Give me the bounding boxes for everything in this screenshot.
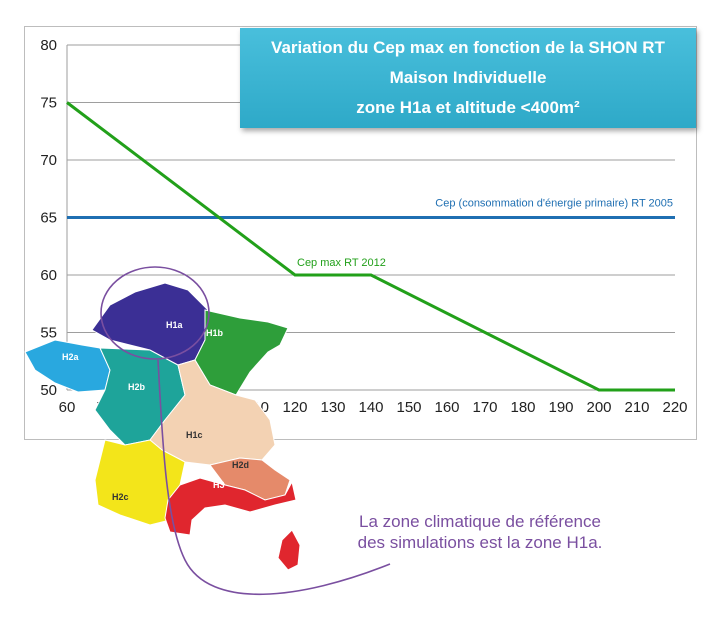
- y-tick-label: 60: [40, 267, 57, 284]
- series-label-cep-rt2005: Cep (consommation d'énergie primaire) RT…: [435, 198, 673, 210]
- x-tick-label: 160: [434, 399, 459, 416]
- title-line-3: zone H1a et altitude <400m²: [356, 98, 580, 117]
- x-tick-label: 120: [282, 399, 307, 416]
- zone-h2a: [24, 339, 111, 393]
- x-tick-label: 200: [586, 399, 611, 416]
- map-label-h1a: H1a: [166, 320, 184, 330]
- zone-h3: [164, 477, 301, 571]
- map-label-h2d: H2d: [232, 460, 249, 470]
- y-tick-label: 80: [40, 37, 57, 54]
- x-tick-label: 150: [396, 399, 421, 416]
- title-line-2: Maison Individuelle: [389, 68, 547, 87]
- y-tick-label: 50: [40, 382, 57, 399]
- chart-plot: 5055606570758060708090100110120130140150…: [40, 37, 687, 416]
- map-label-h1b: H1b: [206, 328, 224, 338]
- series-label-cep-max-rt2012: Cep max RT 2012: [297, 257, 386, 269]
- x-tick-label: 130: [320, 399, 345, 416]
- y-tick-label: 55: [40, 325, 57, 342]
- y-tick-label: 70: [40, 152, 57, 169]
- x-tick-label: 170: [472, 399, 497, 416]
- x-tick-label: 180: [510, 399, 535, 416]
- title-line-1: Variation du Cep max en fonction de la S…: [271, 38, 665, 57]
- map-label-h1c: H1c: [186, 430, 203, 440]
- y-tick-label: 75: [40, 95, 57, 112]
- x-tick-label: 210: [624, 399, 649, 416]
- x-tick-label: 140: [358, 399, 383, 416]
- map-label-h3: H3: [213, 480, 225, 490]
- x-tick-label: 220: [662, 399, 687, 416]
- y-tick-label: 65: [40, 210, 57, 227]
- caption-line-1: La zone climatique de référence: [359, 512, 601, 531]
- series-line-cep-max-rt2012: [66, 101, 675, 392]
- map-label-h2b: H2b: [128, 382, 146, 392]
- chart-title-box: Variation du Cep max en fonction de la S…: [240, 28, 696, 128]
- x-tick-label: 60: [59, 399, 76, 416]
- zone-h1b: [194, 309, 289, 396]
- zone-h1a-highlight-circle: [100, 266, 210, 360]
- caption-line-2: des simulations est la zone H1a.: [357, 533, 603, 552]
- connector-curve: [157, 359, 391, 596]
- map-label-h2c: H2c: [112, 492, 129, 502]
- caption: La zone climatique de référence des simu…: [300, 511, 660, 553]
- x-tick-label: 190: [548, 399, 573, 416]
- map-label-h2a: H2a: [62, 352, 80, 362]
